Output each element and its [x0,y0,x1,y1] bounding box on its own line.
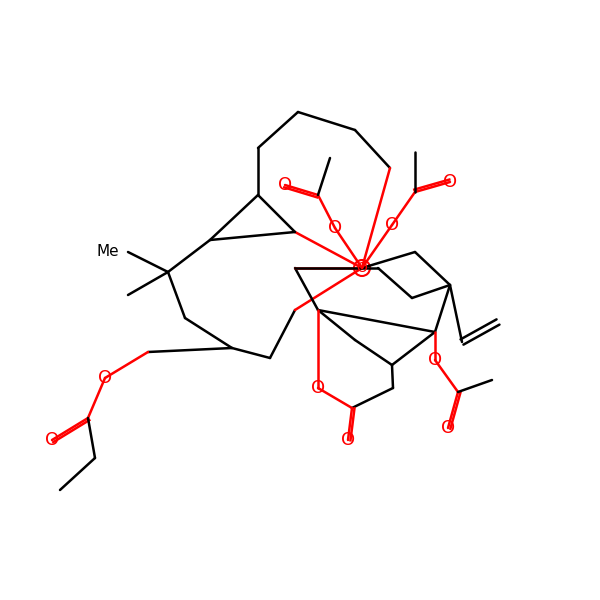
Text: Me: Me [97,245,119,259]
Text: O: O [328,219,342,237]
Text: O: O [311,379,325,397]
Text: O: O [441,419,455,437]
Text: O: O [98,369,112,387]
Text: O: O [385,216,399,234]
Text: O: O [341,431,355,449]
Text: O: O [356,261,367,275]
Text: O: O [443,173,457,191]
Text: O: O [278,176,292,194]
Text: O: O [428,351,442,369]
Text: O: O [45,431,59,449]
